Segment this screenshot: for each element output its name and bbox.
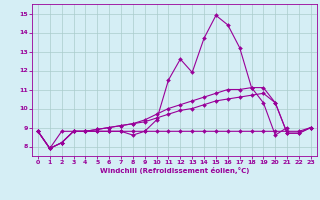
X-axis label: Windchill (Refroidissement éolien,°C): Windchill (Refroidissement éolien,°C) bbox=[100, 167, 249, 174]
